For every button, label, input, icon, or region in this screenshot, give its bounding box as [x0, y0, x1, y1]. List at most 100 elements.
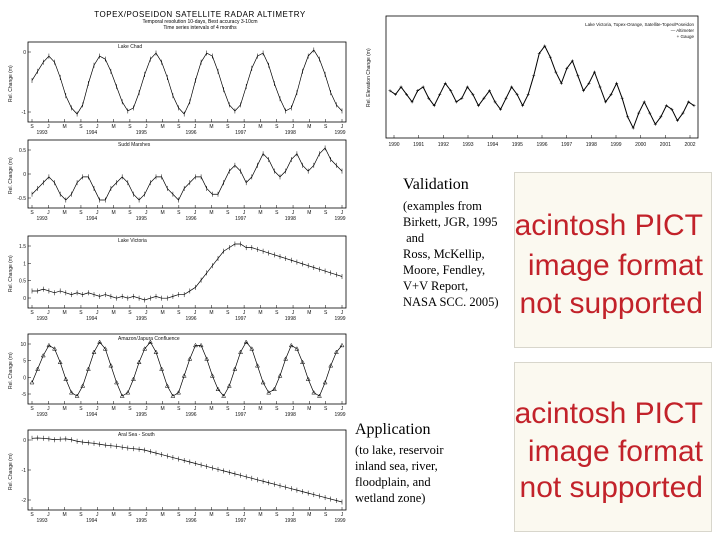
- x-month-label: S: [30, 406, 34, 412]
- x-year-label: 1998: [285, 130, 296, 136]
- data-point: [554, 70, 558, 74]
- x-year-label: 1997: [235, 130, 246, 136]
- data-point: [147, 339, 153, 344]
- x-year-label: 1994: [86, 518, 97, 524]
- timeseries-panel-1: Lake Chad Rel. Change (m) 0 -1 S J M S J M S J M S J M S…: [8, 41, 347, 136]
- x-year-label: 1994: [86, 316, 97, 322]
- x-year-label: 1998: [586, 142, 597, 148]
- validation-line-4: Ross, McKellip,: [403, 247, 485, 261]
- x-month-label: M: [160, 406, 164, 412]
- x-year-label: 2000: [635, 142, 646, 148]
- x-year-label: 1999: [334, 216, 345, 222]
- x-month-label: J: [341, 512, 344, 518]
- data-point: [521, 104, 525, 108]
- x-year-label: 1997: [235, 412, 246, 418]
- data-point: [388, 89, 392, 93]
- x-month-label: M: [307, 512, 311, 518]
- x-year-label: 1993: [36, 412, 47, 418]
- y-tick-label: 1.5: [19, 244, 26, 250]
- x-month-label: J: [292, 512, 295, 518]
- data-point: [675, 119, 679, 123]
- legend-item-gauge: + Gauge: [677, 34, 695, 39]
- data-point: [626, 115, 630, 119]
- x-month-label: S: [177, 210, 181, 216]
- application-line-3: floodplain, and: [355, 475, 431, 489]
- x-year-label: 1995: [136, 130, 147, 136]
- data-point: [615, 81, 619, 85]
- x-month-label: M: [160, 512, 164, 518]
- x-month-label: S: [275, 124, 279, 130]
- x-month-label: J: [194, 310, 197, 316]
- y-axis-label: Rel. Change (m): [8, 453, 14, 490]
- data-point: [570, 59, 574, 63]
- x-month-label: M: [111, 124, 115, 130]
- x-month-label: J: [96, 310, 99, 316]
- x-month-label: S: [324, 210, 328, 216]
- x-month-label: M: [209, 124, 213, 130]
- y-tick-label: 1: [23, 261, 26, 267]
- data-point: [164, 383, 170, 388]
- data-point: [181, 373, 187, 378]
- x-month-label: M: [258, 406, 262, 412]
- data-point: [454, 100, 458, 104]
- data-point: [232, 366, 238, 371]
- x-month-label: S: [226, 210, 230, 216]
- x-month-label: M: [307, 310, 311, 316]
- data-point: [136, 359, 142, 364]
- x-month-label: S: [128, 210, 132, 216]
- data-point: [46, 342, 52, 348]
- data-point: [159, 366, 165, 371]
- data-point: [487, 89, 491, 93]
- x-month-label: S: [128, 512, 132, 518]
- data-point: [653, 122, 657, 126]
- x-month-label: J: [292, 406, 295, 412]
- x-month-label: M: [160, 310, 164, 316]
- x-month-label: S: [79, 124, 83, 130]
- timeseries-panel-3: Lake Victoria Rel. Change (m) 1.5 1 0.5 0 S J M S…: [8, 235, 347, 322]
- y-tick-label: 0: [23, 172, 26, 178]
- validation-line-5: Moore, Fendley,: [403, 263, 486, 277]
- data-point: [283, 356, 289, 361]
- application-line-4: wetland zone): [355, 491, 426, 505]
- application-title: Application: [355, 421, 431, 438]
- x-month-label: M: [160, 210, 164, 216]
- panel-frame: [27, 333, 347, 405]
- series-line: [31, 49, 343, 115]
- series-line: [31, 341, 343, 397]
- x-month-label: J: [243, 210, 246, 216]
- x-year-label: 1995: [136, 518, 147, 524]
- x-year-label: 1999: [334, 130, 345, 136]
- data-point: [670, 107, 674, 111]
- x-month-label: J: [145, 124, 148, 130]
- data-point: [266, 390, 272, 395]
- x-month-label: M: [258, 124, 262, 130]
- x-month-label: M: [307, 406, 311, 412]
- data-point: [271, 386, 277, 391]
- panel-frame: [385, 15, 699, 139]
- data-point: [91, 349, 97, 354]
- timeseries-panel-5: Aral Sea - South Rel. Change (m) 0 -1 -2 S J M S…: [8, 429, 347, 524]
- x-month-label: S: [128, 406, 132, 412]
- data-point: [35, 366, 41, 371]
- data-point: [328, 363, 334, 368]
- x-month-label: M: [63, 210, 67, 216]
- data-point: [476, 104, 480, 108]
- validation-line-2: Birkett, JGR, 1995: [403, 215, 498, 229]
- data-point: [405, 92, 409, 96]
- data-point: [277, 373, 283, 378]
- data-point: [465, 85, 469, 89]
- x-month-label: J: [243, 406, 246, 412]
- x-month-label: S: [324, 406, 328, 412]
- x-month-label: S: [177, 310, 181, 316]
- application-line-1: (to lake, reservoir: [355, 443, 444, 457]
- x-year-label: 1998: [285, 518, 296, 524]
- data-point: [102, 346, 108, 351]
- figure-title: TOPEX/POSEIDON SATELLITE RADAR ALTIMETRY: [94, 10, 306, 19]
- data-point: [648, 111, 652, 115]
- data-point: [74, 393, 80, 398]
- data-point: [131, 376, 136, 381]
- data-point: [410, 100, 414, 104]
- x-month-label: J: [194, 406, 197, 412]
- x-month-label: J: [292, 210, 295, 216]
